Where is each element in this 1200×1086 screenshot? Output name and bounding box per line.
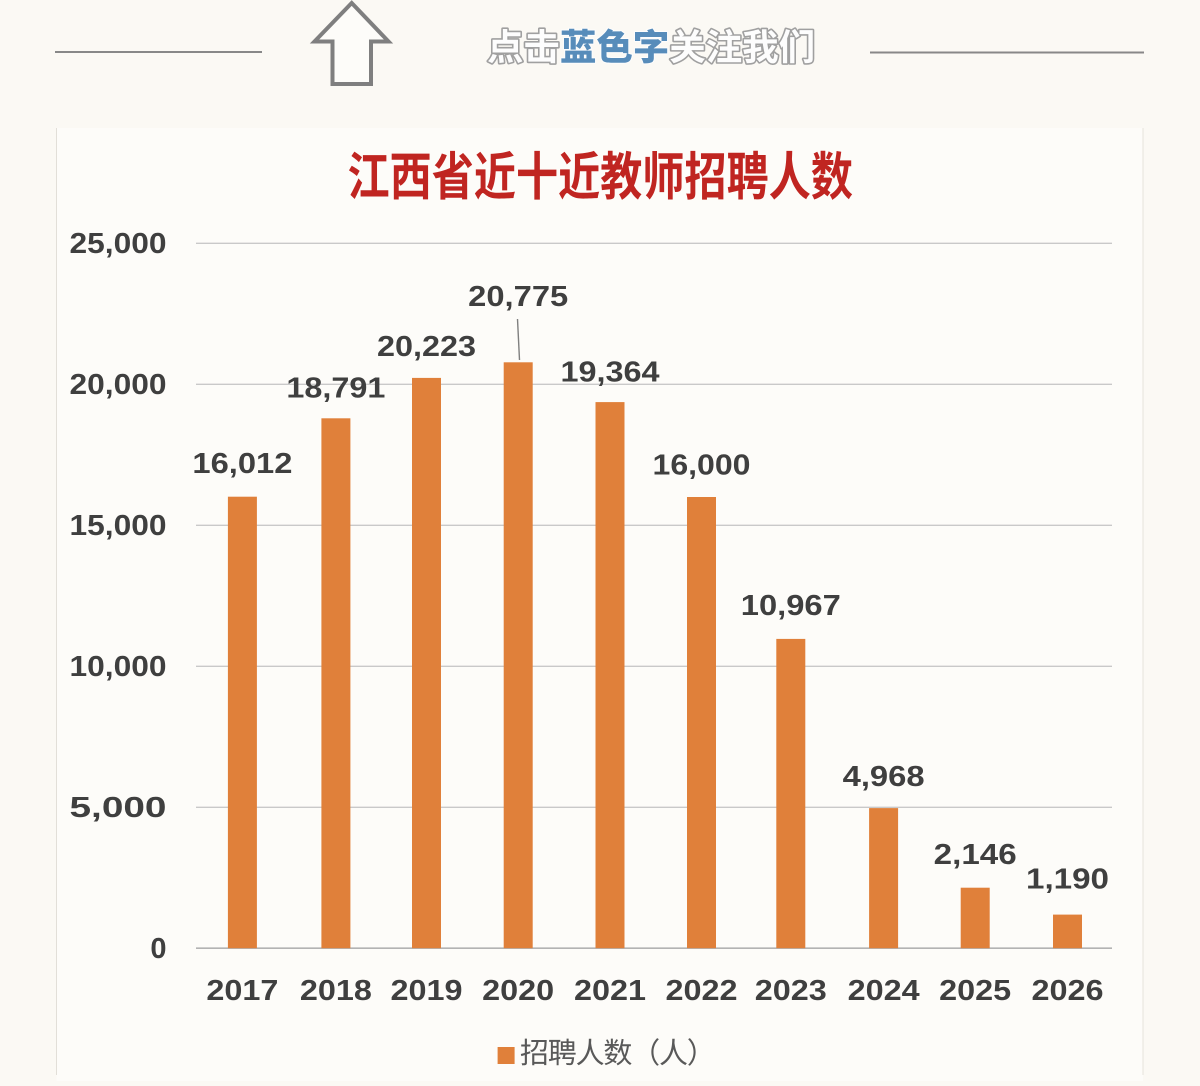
svg-text:10,000: 10,000 [70, 651, 167, 683]
svg-text:2,146: 2,146 [934, 839, 1017, 871]
svg-text:20,223: 20,223 [377, 331, 476, 363]
svg-text:2023: 2023 [755, 975, 827, 1007]
svg-text:18,791: 18,791 [286, 373, 385, 405]
svg-text:2026: 2026 [1032, 975, 1104, 1007]
svg-text:10,967: 10,967 [741, 590, 841, 622]
svg-text:2020: 2020 [482, 975, 554, 1007]
svg-text:2021: 2021 [574, 975, 646, 1007]
svg-text:25,000: 25,000 [70, 228, 167, 260]
svg-text:0: 0 [150, 933, 166, 965]
svg-text:20,000: 20,000 [70, 369, 167, 401]
svg-text:2022: 2022 [666, 975, 738, 1007]
svg-text:2025: 2025 [939, 975, 1011, 1007]
svg-text:2017: 2017 [206, 975, 278, 1007]
svg-text:16,000: 16,000 [653, 450, 751, 482]
svg-text:2024: 2024 [848, 975, 920, 1007]
svg-text:16,012: 16,012 [192, 448, 292, 480]
svg-text:1,190: 1,190 [1026, 864, 1109, 896]
svg-text:20,775: 20,775 [468, 281, 568, 313]
svg-text:15,000: 15,000 [70, 510, 167, 542]
svg-text:5,000: 5,000 [70, 792, 167, 824]
svg-text:19,364: 19,364 [561, 357, 660, 389]
svg-text:4,968: 4,968 [843, 761, 925, 793]
svg-text:2018: 2018 [300, 975, 372, 1007]
svg-text:2019: 2019 [391, 975, 463, 1007]
